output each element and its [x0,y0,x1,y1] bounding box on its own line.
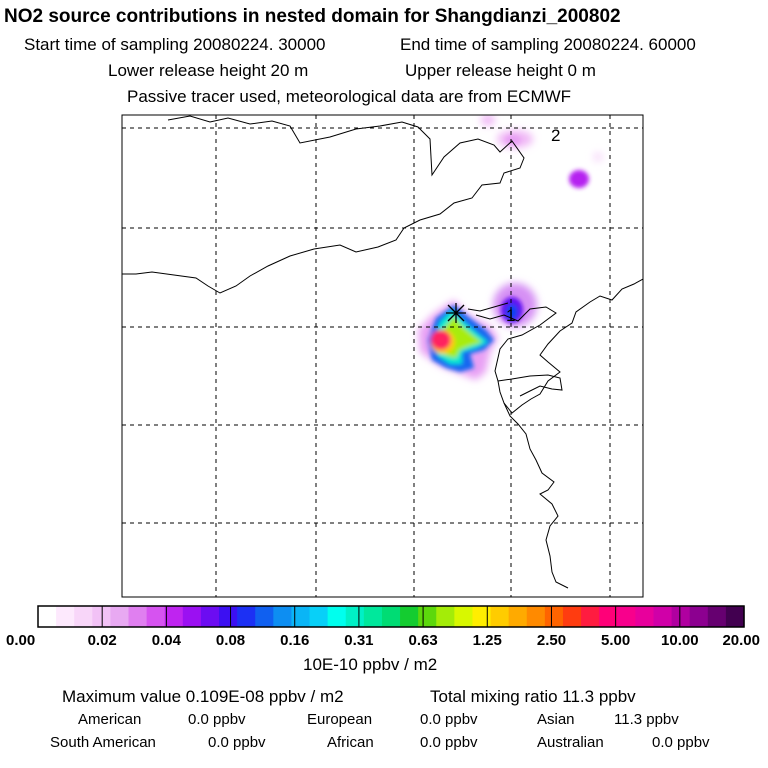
colorbar-swatch [381,606,401,627]
colorbar-tick-label: 0.63 [408,632,438,649]
colorbar-swatch [110,606,130,627]
colorbar-swatch [617,606,636,627]
map-label-2: 2 [551,126,560,145]
colorbar-swatch [200,606,220,627]
colorbar-swatch [508,606,528,627]
colorbar-swatch [653,606,673,627]
region-value-african: 0.0 ppbv [420,734,478,751]
colorbar-swatch [436,606,455,627]
tracer-label: Passive tracer used, meteorological data… [127,87,572,106]
colorbar-swatch [309,606,329,627]
region-value-south-american: 0.0 ppbv [208,734,266,751]
chart-title: NO2 source contributions in nested domai… [4,6,621,27]
colorbar-swatch [544,606,564,627]
colorbar-swatch [562,606,582,627]
colorbar-swatch [291,606,311,627]
colorbar-swatch [56,606,75,627]
colorbar-swatch [635,606,655,627]
graticule [122,115,643,597]
colorbar-tick-label: 0.02 [87,632,117,649]
map-label-1: 1 [506,306,515,325]
colorbar-swatch [689,606,709,627]
concentration-plume [418,115,603,380]
colorbar-units: 10E-10 ppbv / m2 [303,655,438,674]
region-value-australian: 0.0 ppbv [652,734,710,751]
colorbar-swatch [671,606,691,627]
colorbar-swatch [418,606,437,627]
region-name-african: African [327,734,374,751]
colorbar-swatch [255,606,274,627]
start-time-label: Start time of sampling 20080224. 30000 [24,35,326,54]
region-value-european: 0.0 ppbv [420,711,478,728]
colorbar-swatch [92,606,112,627]
colorbar-swatch [219,606,238,627]
region-name-australian: Australian [537,734,604,751]
colorbar-swatch [164,606,184,627]
colorbar-swatch [599,606,618,627]
region-name-european: European [307,711,373,728]
colorbar-swatch [237,606,256,627]
colorbar-swatch [327,606,347,627]
end-time-label: End time of sampling 20080224. 60000 [400,35,696,54]
colorbar-swatch [454,606,474,627]
colorbar-frame [37,605,745,628]
colorbar-swatch [400,606,419,627]
upper-height-label: Upper release height 0 m [405,61,596,80]
region-name-asian: Asian [537,711,575,728]
lower-height-label: Lower release height 20 m [108,61,309,80]
region-name-american: American [78,711,142,728]
colorbar-tick-label: 0.00 [6,632,36,649]
colorbar-tick-label: 10.00 [661,632,699,649]
colorbar-swatch [182,606,202,627]
total-mixing-label: Total mixing ratio 11.3 ppbv [430,687,636,706]
region-value-american: 0.0 ppbv [188,711,246,728]
max-value-label: Maximum value 0.109E-08 ppbv / m2 [62,687,344,706]
colorbar-swatch [128,606,148,627]
region-name-south-american: South American [50,734,156,751]
colorbar-swatch [581,606,600,627]
colorbar-swatch [725,606,745,627]
colorbar-swatch [38,606,57,627]
region-value-asian: 11.3 ppbv [614,711,679,728]
colorbar-tick-label: 2.50 [536,632,567,649]
colorbar-tick-label: 1.25 [472,632,502,649]
colorbar-tick-label: 5.00 [601,632,631,649]
colorbar-tick-label: 0.16 [280,632,310,649]
colorbar-tick-label: 0.31 [344,632,374,649]
colorbar-swatch [345,606,365,627]
map-background [122,115,643,597]
receptor-marker [446,303,466,323]
colorbar-tick-label: 0.08 [215,632,246,649]
coastlines [122,115,643,589]
colorbar-tick-label: 20.00 [722,632,760,649]
colorbar-swatch [273,606,293,627]
colorbar-tick-label: 0.04 [151,632,181,649]
map-panel [122,115,643,597]
colorbar-swatch [363,606,383,627]
colorbar-swatch [472,606,492,627]
colorbar-swatch [490,606,510,627]
colorbar-swatch [74,606,93,627]
colorbar [37,606,745,627]
colorbar-swatch [526,606,546,627]
colorbar-swatch [146,606,166,627]
map-frame [121,114,644,598]
colorbar-swatch [707,606,727,627]
